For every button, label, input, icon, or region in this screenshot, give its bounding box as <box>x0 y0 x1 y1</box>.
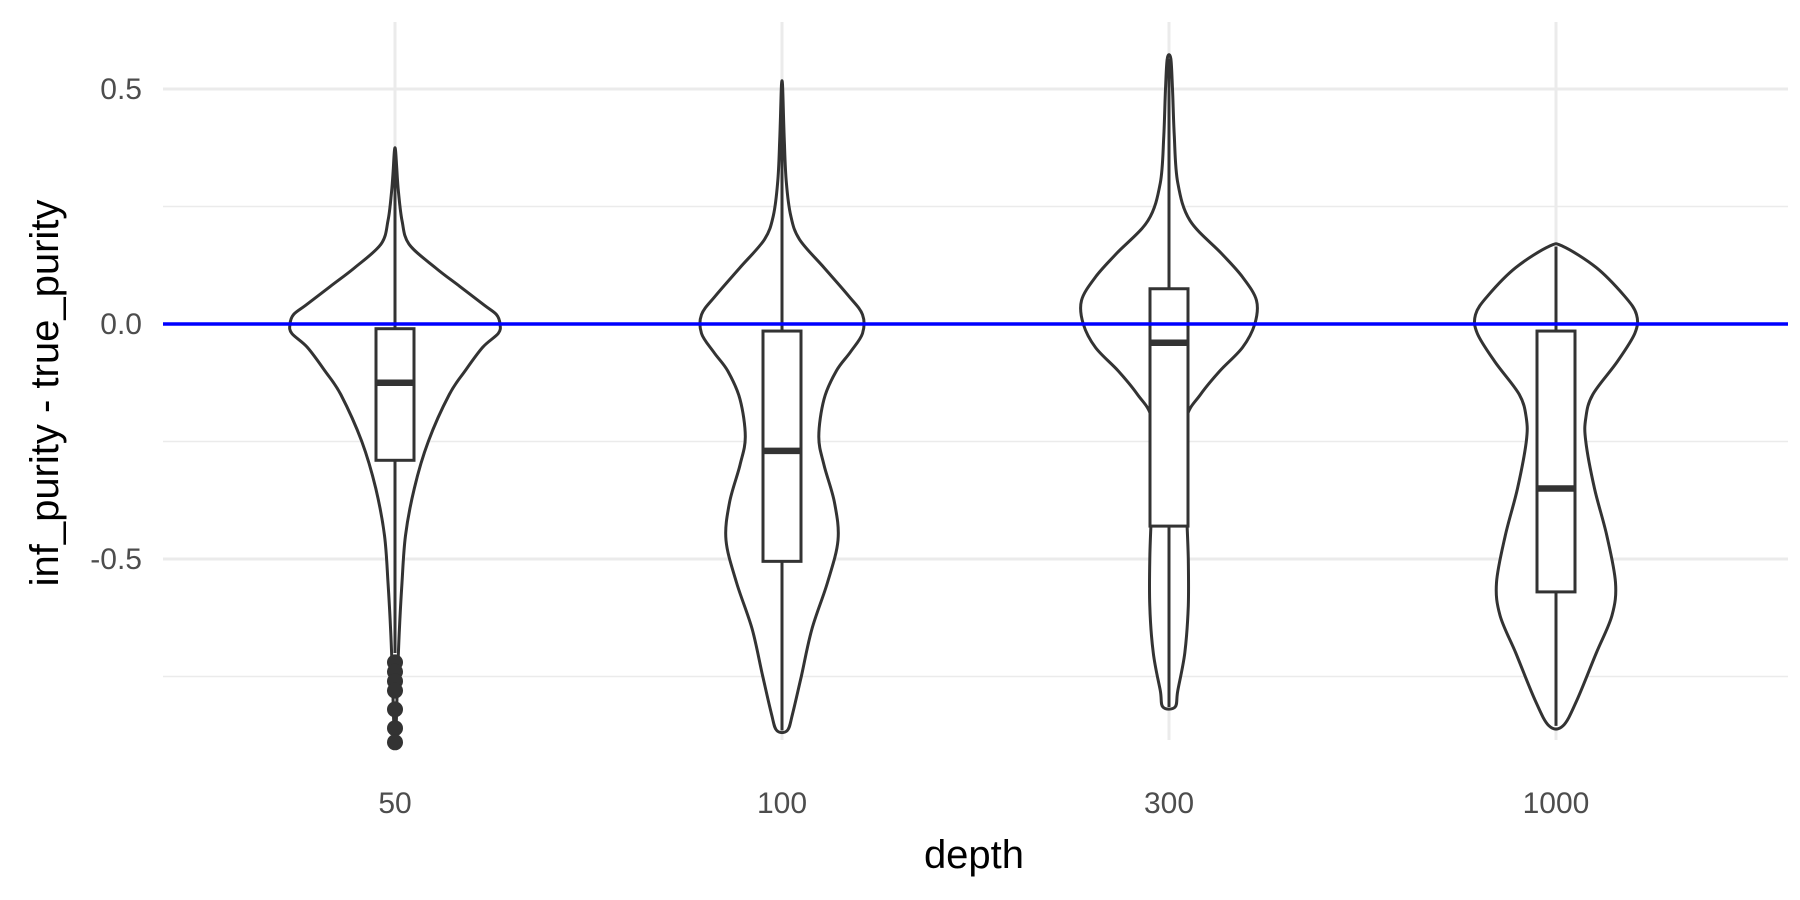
box-50 <box>374 327 416 462</box>
y-tick-labels: -0.5 0.0 0.5 <box>90 73 142 576</box>
outlier-point <box>387 720 403 737</box>
box-1000 <box>1535 329 1577 594</box>
violin-group-1000 <box>1472 242 1640 731</box>
violin-group-50 <box>288 146 502 751</box>
x-axis-title: depth <box>924 833 1024 877</box>
outlier-point <box>387 682 403 699</box>
x-tick-labels: 50 100 300 1000 <box>378 787 1589 820</box>
y-axis-title: inf_purity - true_purity <box>23 200 67 587</box>
x-tick-label: 1000 <box>1523 787 1590 820</box>
x-tick-label: 100 <box>757 787 807 820</box>
y-tick-label: 0.5 <box>100 73 142 106</box>
violin-layer <box>288 53 1640 751</box>
box-300 <box>1148 287 1190 528</box>
outlier-point <box>387 701 403 718</box>
x-tick-label: 300 <box>1144 787 1194 820</box>
outlier-point <box>387 734 403 751</box>
y-tick-label: -0.5 <box>90 543 142 576</box>
violin-group-300 <box>1079 53 1259 711</box>
x-tick-label: 50 <box>378 787 411 820</box>
y-tick-label: 0.0 <box>100 308 142 341</box>
box-100 <box>761 329 803 563</box>
violin-group-100 <box>698 79 866 735</box>
